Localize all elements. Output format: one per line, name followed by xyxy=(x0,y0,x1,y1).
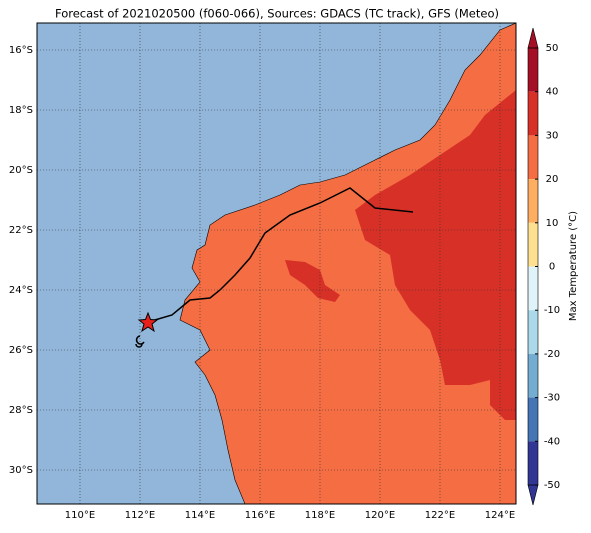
lat-label: 28°S xyxy=(9,405,33,416)
lon-label: 120°E xyxy=(365,510,395,521)
lon-label: 118°E xyxy=(305,510,335,521)
colorbar-tick-label: -40 xyxy=(544,436,560,447)
lat-label: 20°S xyxy=(9,165,33,176)
colorbar-tick-label: -50 xyxy=(544,480,560,491)
lon-label: 114°E xyxy=(185,510,215,521)
lat-label: 18°S xyxy=(9,105,33,116)
colorbar-band xyxy=(528,441,538,485)
lat-label: 16°S xyxy=(9,45,33,56)
map-frame xyxy=(36,22,517,505)
cyclone-track xyxy=(147,187,414,323)
lat-label: 24°S xyxy=(9,285,33,296)
colorbar-tick-label: -30 xyxy=(544,393,560,404)
colorbar-band xyxy=(528,397,538,442)
lat-label: 30°S xyxy=(9,465,33,476)
colorbar-tick-label: -20 xyxy=(544,349,560,360)
colorbar-tick-label: 20 xyxy=(546,174,559,185)
cyclone-symbol xyxy=(135,335,145,348)
lon-label: 116°E xyxy=(245,510,275,521)
colorbar-band xyxy=(528,135,538,180)
lon-label: 124°E xyxy=(485,510,515,521)
colorbar-label: Max Temperature (°C) xyxy=(568,211,579,321)
colorbar-tick-label: 30 xyxy=(546,130,559,141)
lat-label: 26°S xyxy=(9,345,33,356)
hot-region xyxy=(355,90,516,420)
colorbar-extend-top xyxy=(527,27,539,49)
map-area xyxy=(36,22,517,505)
hot-region xyxy=(285,260,340,302)
colorbar-tick-label: 0 xyxy=(549,262,555,273)
colorbar-band xyxy=(528,266,538,311)
land xyxy=(179,22,517,505)
colorbar-tick-label: -10 xyxy=(544,305,560,316)
colorbar-tick-label: 40 xyxy=(546,87,559,98)
lon-label: 112°E xyxy=(125,510,155,521)
graticule xyxy=(37,23,516,504)
colorbar-extend-bottom xyxy=(527,484,539,506)
lat-label: 22°S xyxy=(9,225,33,236)
colorbar-tick-label: 50 xyxy=(546,43,559,54)
map-title: Forecast of 2021020500 (f060-066), Sourc… xyxy=(55,7,499,21)
lon-label: 110°E xyxy=(65,510,95,521)
colorbar-band xyxy=(528,48,538,92)
colorbar-band xyxy=(528,353,538,398)
colorbar-band xyxy=(528,179,538,223)
lon-label: 122°E xyxy=(425,510,455,521)
colorbar-band xyxy=(528,310,538,354)
cyclone-position xyxy=(137,311,159,333)
colorbar-band xyxy=(528,91,538,136)
colorbar-band xyxy=(528,222,538,267)
colorbar-tick-label: 10 xyxy=(546,218,559,229)
